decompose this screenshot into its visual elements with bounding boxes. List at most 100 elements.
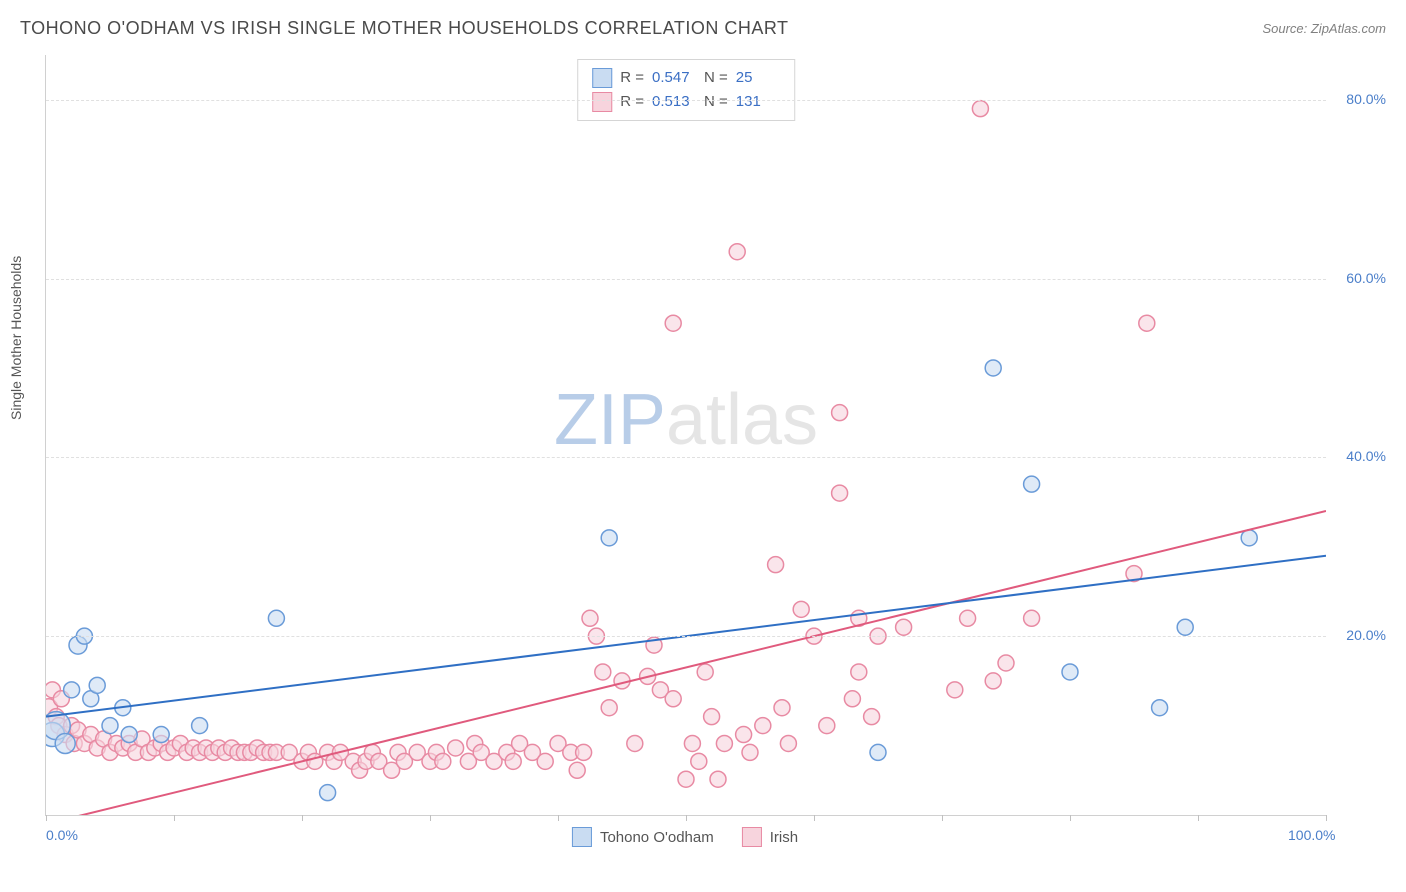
data-point (710, 771, 726, 787)
data-point (102, 718, 118, 734)
x-tick (1070, 815, 1071, 821)
data-point (153, 727, 169, 743)
data-point (870, 744, 886, 760)
data-point (985, 673, 1001, 689)
bottom-legend: Tohono O'odham Irish (572, 827, 798, 847)
n-value-0: 25 (736, 66, 780, 90)
chart-header: TOHONO O'ODHAM VS IRISH SINGLE MOTHER HO… (20, 18, 1386, 39)
stat-row-1: R = 0.513 N = 131 (592, 90, 780, 114)
data-point (665, 691, 681, 707)
data-point (864, 709, 880, 725)
data-point (601, 530, 617, 546)
data-point (947, 682, 963, 698)
data-point (601, 700, 617, 716)
data-point (121, 727, 137, 743)
data-point (716, 735, 732, 751)
series-swatch-1 (592, 92, 612, 112)
data-point (704, 709, 720, 725)
data-point (793, 601, 809, 617)
n-label: N = (704, 90, 728, 114)
data-point (505, 753, 521, 769)
x-tick (942, 815, 943, 821)
data-point (55, 733, 75, 753)
data-point (268, 610, 284, 626)
y-tick-label: 40.0% (1331, 448, 1386, 464)
data-point (537, 753, 553, 769)
data-point (192, 718, 208, 734)
gridline (46, 457, 1326, 458)
stat-legend-box: R = 0.547 N = 25 R = 0.513 N = 131 (577, 59, 795, 121)
chart-title: TOHONO O'ODHAM VS IRISH SINGLE MOTHER HO… (20, 18, 789, 39)
y-tick-label: 60.0% (1331, 270, 1386, 286)
legend-label-0: Tohono O'odham (600, 829, 714, 846)
r-value-1: 0.513 (652, 90, 696, 114)
legend-swatch-0 (572, 827, 592, 847)
chart-source: Source: ZipAtlas.com (1262, 21, 1386, 36)
n-value-1: 131 (736, 90, 780, 114)
plot-region: ZIPatlas R = 0.547 N = 25 R = 0.513 N = … (45, 55, 1326, 816)
x-tick (302, 815, 303, 821)
series-swatch-0 (592, 68, 612, 88)
r-label: R = (620, 66, 644, 90)
x-tick-label: 100.0% (1288, 827, 1335, 843)
data-point (435, 753, 451, 769)
data-point (985, 360, 1001, 376)
data-point (851, 664, 867, 680)
data-point (595, 664, 611, 680)
data-point (320, 785, 336, 801)
data-point (1024, 610, 1040, 626)
data-point (665, 315, 681, 331)
data-point (691, 753, 707, 769)
gridline (46, 279, 1326, 280)
chart-area: ZIPatlas R = 0.547 N = 25 R = 0.513 N = … (45, 55, 1325, 815)
data-point (1062, 664, 1078, 680)
data-point (729, 244, 745, 260)
r-label: R = (620, 90, 644, 114)
data-point (1241, 530, 1257, 546)
legend-label-1: Irish (770, 829, 798, 846)
trend-line (46, 511, 1326, 815)
x-tick (814, 815, 815, 821)
data-point (819, 718, 835, 734)
data-point (697, 664, 713, 680)
y-tick-label: 20.0% (1331, 627, 1386, 643)
data-point (1177, 619, 1193, 635)
data-point (755, 718, 771, 734)
r-value-0: 0.547 (652, 66, 696, 90)
data-point (1152, 700, 1168, 716)
gridline (46, 100, 1326, 101)
data-point (774, 700, 790, 716)
data-point (972, 101, 988, 117)
x-tick (686, 815, 687, 821)
x-tick (430, 815, 431, 821)
data-point (627, 735, 643, 751)
x-tick-label: 0.0% (46, 827, 78, 843)
data-point (582, 610, 598, 626)
x-tick (174, 815, 175, 821)
n-label: N = (704, 66, 728, 90)
data-point (780, 735, 796, 751)
stat-row-0: R = 0.547 N = 25 (592, 66, 780, 90)
x-tick (46, 815, 47, 821)
legend-item-0: Tohono O'odham (572, 827, 714, 847)
x-tick (558, 815, 559, 821)
data-point (768, 557, 784, 573)
data-point (1139, 315, 1155, 331)
x-tick (1198, 815, 1199, 821)
legend-swatch-1 (742, 827, 762, 847)
gridline (46, 636, 1326, 637)
data-point (89, 677, 105, 693)
data-point (960, 610, 976, 626)
data-point (742, 744, 758, 760)
data-point (844, 691, 860, 707)
y-tick-label: 80.0% (1331, 91, 1386, 107)
data-point (832, 405, 848, 421)
data-point (1024, 476, 1040, 492)
data-point (64, 682, 80, 698)
scatter-plot (46, 55, 1326, 815)
x-tick (1326, 815, 1327, 821)
data-point (896, 619, 912, 635)
data-point (576, 744, 592, 760)
data-point (736, 727, 752, 743)
legend-item-1: Irish (742, 827, 798, 847)
